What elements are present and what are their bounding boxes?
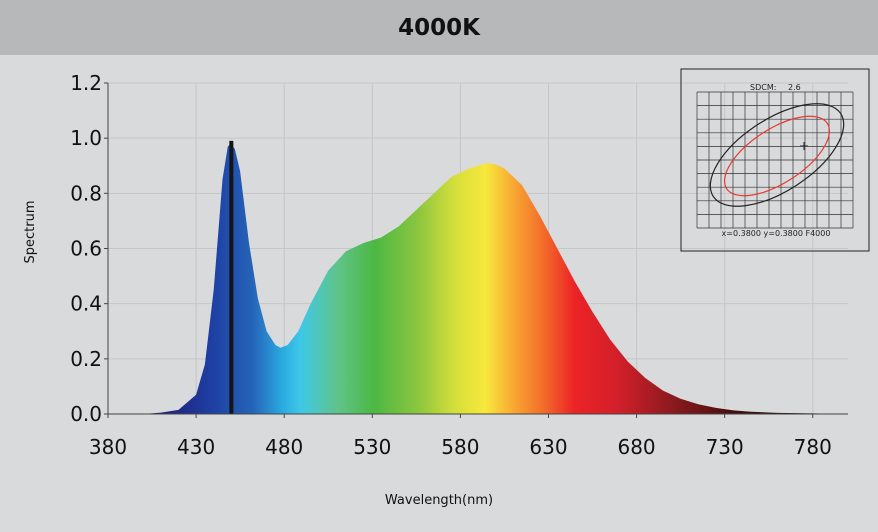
- y-tick-label: 0.4: [70, 292, 102, 316]
- y-tick-labels: 0.0 0.2 0.4 0.6 0.8 1.0 1.2: [70, 71, 108, 426]
- inset-frame: [680, 68, 870, 252]
- x-tick-label: 780: [794, 435, 832, 459]
- crosshair-marker: [800, 142, 808, 150]
- x-tick-label: 730: [706, 435, 744, 459]
- y-tick-label: 0.2: [70, 347, 102, 371]
- inset-coords: x=0.3800 y=0.3800 F4000: [722, 229, 831, 238]
- x-tick-label: 680: [617, 435, 655, 459]
- x-tick-labels: 380 430 480 530 580 630 680 730 780: [89, 414, 832, 459]
- spectrum-area-group: [108, 140, 848, 414]
- x-tick-label: 530: [353, 435, 391, 459]
- sdcm-label: SDCM:: [750, 83, 776, 92]
- chromaticity-inset: SDCM: 2.6 x=0.3800 y=0.3800 F4000: [680, 68, 870, 252]
- y-tick-label: 0.0: [70, 402, 102, 426]
- outer-ellipse: [709, 103, 845, 207]
- x-tick-label: 580: [441, 435, 479, 459]
- title-bar: 4000K: [0, 0, 878, 55]
- x-tick-label: 630: [529, 435, 567, 459]
- inset-grid: [696, 91, 854, 229]
- x-axis-label: Wavelength(nm): [385, 493, 493, 508]
- spectrum-area: [108, 143, 848, 414]
- x-tick-label: 380: [89, 435, 127, 459]
- y-tick-label: 0.6: [70, 237, 102, 261]
- y-axis-label: Spectrum: [23, 201, 38, 264]
- x-tick-label: 480: [265, 435, 303, 459]
- y-tick-label: 1.0: [70, 126, 102, 150]
- inner-ellipse: [723, 115, 831, 197]
- y-tick-label: 1.2: [70, 71, 102, 95]
- x-tick-label: 430: [177, 435, 215, 459]
- sdcm-value: 2.6: [788, 83, 801, 92]
- chart-title: 4000K: [398, 14, 480, 41]
- y-tick-label: 0.8: [70, 181, 102, 205]
